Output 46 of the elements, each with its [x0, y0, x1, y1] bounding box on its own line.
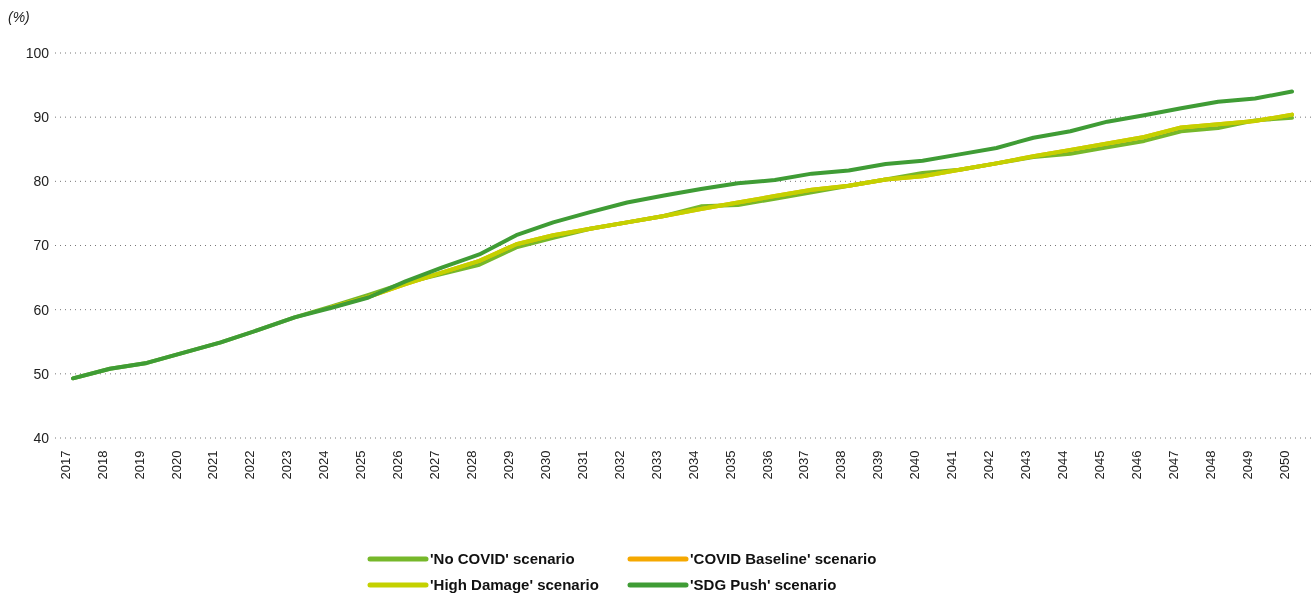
x-tick-label: 2039 — [870, 450, 886, 480]
x-tick-label: 2022 — [242, 450, 258, 480]
x-tick-label: 2034 — [685, 450, 701, 480]
x-tick-label: 2038 — [833, 450, 849, 480]
x-tick-label: 2042 — [981, 450, 997, 480]
x-tick-label: 2035 — [722, 450, 738, 480]
x-tick-label: 2031 — [574, 450, 590, 480]
y-tick-label: 40 — [33, 429, 50, 446]
y-tick-label: 50 — [33, 365, 50, 382]
x-tick-label: 2021 — [205, 450, 221, 480]
x-tick-label: 2018 — [94, 450, 110, 480]
x-tick-label: 2046 — [1128, 450, 1144, 480]
x-tick-label: 2026 — [390, 450, 406, 480]
y-tick-label: 90 — [33, 109, 50, 126]
x-tick-label: 2029 — [500, 450, 516, 480]
x-tick-label: 2019 — [131, 450, 147, 480]
legend-label: 'High Damage' scenario — [430, 576, 599, 593]
x-tick-label: 2036 — [759, 450, 775, 480]
x-tick-label: 2017 — [57, 450, 73, 480]
x-tick-label: 2023 — [279, 450, 295, 480]
x-tick-label: 2045 — [1092, 450, 1107, 480]
x-tick-label: 2049 — [1239, 450, 1255, 480]
legend-label: 'SDG Push' scenario — [690, 576, 837, 593]
x-tick-label: 2030 — [537, 450, 553, 480]
x-tick-label: 2048 — [1202, 450, 1218, 480]
x-tick-label: 2020 — [168, 450, 184, 480]
y-tick-label: 60 — [33, 301, 50, 318]
x-tick-label: 2041 — [944, 450, 960, 480]
x-tick-label: 2027 — [427, 450, 443, 480]
x-tick-label: 2050 — [1276, 450, 1292, 480]
x-tick-label: 2024 — [316, 450, 332, 480]
y-tick-label: 80 — [33, 173, 50, 190]
x-tick-label: 2033 — [648, 450, 664, 480]
x-tick-label: 2037 — [796, 450, 812, 480]
y-tick-label: 70 — [33, 237, 50, 254]
y-axis-title: (%) — [8, 9, 30, 25]
x-tick-label: 2032 — [611, 450, 627, 480]
x-tick-label: 2044 — [1055, 450, 1071, 480]
x-tick-label: 2040 — [907, 450, 923, 480]
x-tick-label: 2043 — [1018, 450, 1034, 480]
legend-label: 'No COVID' scenario — [430, 550, 575, 567]
x-tick-label: 2047 — [1165, 450, 1181, 480]
x-tick-label: 2025 — [353, 450, 369, 480]
legend-label: 'COVID Baseline' scenario — [690, 550, 877, 567]
y-tick-label: 100 — [25, 44, 50, 61]
x-tick-label: 2028 — [464, 450, 480, 480]
